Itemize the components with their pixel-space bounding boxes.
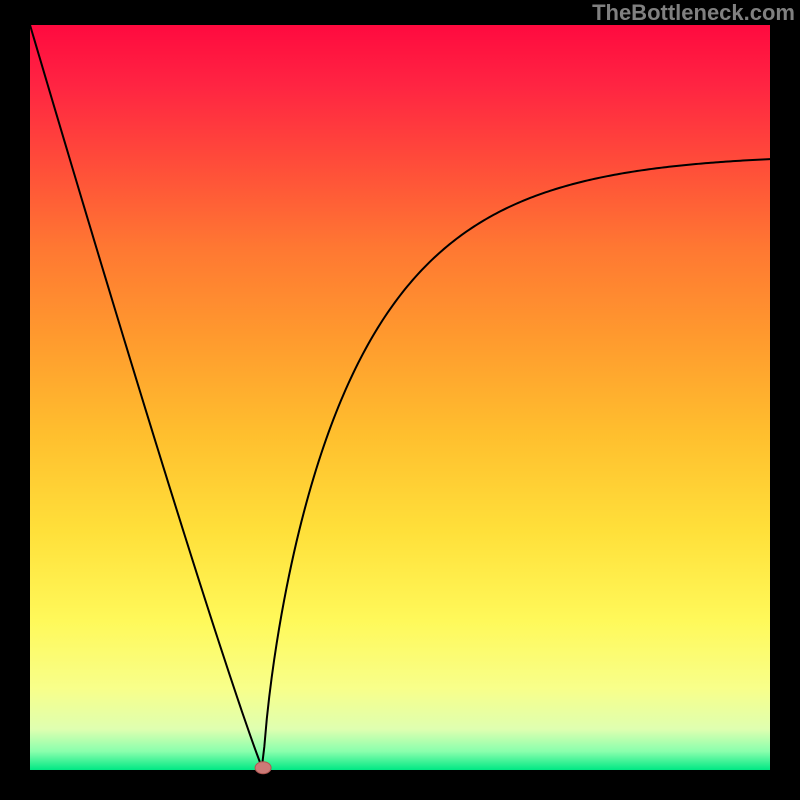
bottleneck-chart: TheBottleneck.com (0, 0, 800, 800)
optimal-point-marker (255, 762, 271, 774)
watermark-text: TheBottleneck.com (592, 0, 795, 25)
chart-container: TheBottleneck.com (0, 0, 800, 800)
